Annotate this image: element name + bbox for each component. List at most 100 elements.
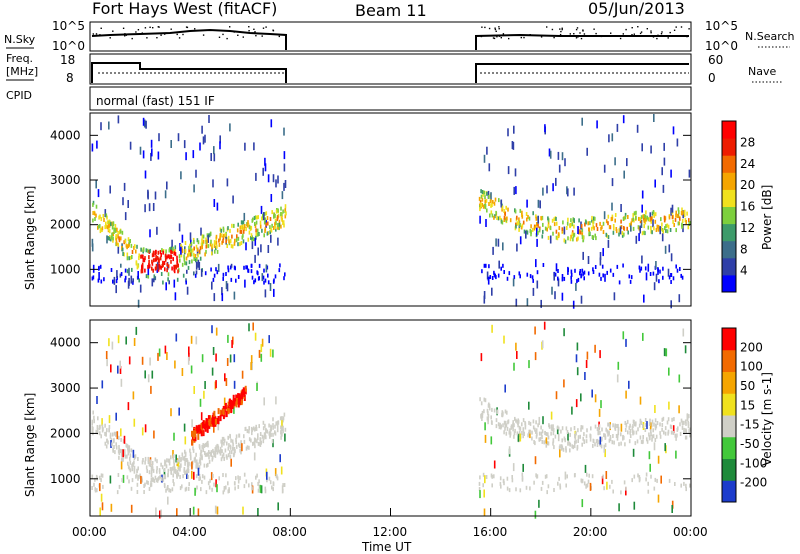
heatmap-cell xyxy=(529,486,531,491)
noise-point xyxy=(610,32,612,34)
heatmap-cell xyxy=(136,468,138,473)
noise-panel: N.Sky 10^5 10^0 10^5 10^0 N.Search xyxy=(4,19,795,53)
heatmap-cell xyxy=(579,269,582,273)
heatmap-cell xyxy=(650,216,652,221)
heatmap-cell xyxy=(167,264,170,269)
heatmap-cell xyxy=(628,425,631,430)
heatmap-cell xyxy=(650,145,652,154)
heatmap-cell xyxy=(115,241,118,246)
heatmap-cell xyxy=(616,433,619,438)
heatmap-cell xyxy=(237,475,239,480)
heatmap-cell xyxy=(189,243,191,248)
heatmap-cell xyxy=(495,275,497,280)
heatmap-cell xyxy=(585,360,588,368)
noise-point xyxy=(194,28,196,30)
colorbar-swatch xyxy=(722,121,736,139)
heatmap-cell xyxy=(196,459,198,464)
heatmap-cell xyxy=(152,250,155,255)
heatmap-cell xyxy=(587,479,590,484)
colorbar-tick-label: -100 xyxy=(740,456,767,470)
heatmap-cell xyxy=(646,439,649,444)
heatmap-cell xyxy=(653,114,655,122)
heatmap-cell xyxy=(280,435,282,440)
heatmap-cell xyxy=(99,214,101,219)
heatmap-cell xyxy=(566,430,569,434)
heatmap-cell xyxy=(618,442,620,447)
heatmap-cell xyxy=(191,434,194,441)
heatmap-cell xyxy=(651,216,653,221)
heatmap-cell xyxy=(577,428,579,433)
heatmap-cell xyxy=(170,470,173,475)
heatmap-cell xyxy=(629,434,632,438)
heatmap-cell xyxy=(525,485,528,490)
heatmap-cell xyxy=(163,482,166,487)
heatmap-cell xyxy=(156,226,158,235)
heatmap-cell xyxy=(274,424,276,429)
heatmap-cell xyxy=(273,288,275,297)
heatmap-cell xyxy=(176,263,179,268)
heatmap-cell xyxy=(535,216,538,221)
heatmap-cell xyxy=(225,281,228,289)
heatmap-cell xyxy=(227,453,230,458)
heatmap-cell xyxy=(680,273,682,278)
heatmap-cell xyxy=(591,474,594,479)
heatmap-cell xyxy=(564,471,567,480)
colorbar-tick-label: 100 xyxy=(740,360,763,374)
heatmap-cell xyxy=(195,169,197,178)
heatmap-cell xyxy=(259,224,262,229)
noise-point xyxy=(158,26,160,28)
heatmap-cell xyxy=(173,469,175,474)
heatmap-cell xyxy=(546,441,549,446)
heatmap-cell xyxy=(213,199,216,207)
heatmap-cell xyxy=(484,205,487,210)
heatmap-cell xyxy=(575,399,578,408)
heatmap-cell xyxy=(91,276,94,281)
heatmap-cell xyxy=(518,425,521,430)
heatmap-cell xyxy=(612,272,615,277)
heatmap-cell xyxy=(550,426,553,431)
heatmap-cell xyxy=(600,226,602,231)
colorbar-tick-label: 4 xyxy=(740,264,748,278)
heatmap-cell xyxy=(544,124,546,133)
heatmap-cell xyxy=(171,250,173,254)
heatmap-cell xyxy=(630,275,633,280)
heatmap-cell xyxy=(237,393,240,400)
heatmap-cell xyxy=(605,427,607,432)
heatmap-cell xyxy=(603,486,605,491)
heatmap-cell xyxy=(225,411,228,418)
heatmap-cell xyxy=(683,420,685,425)
heatmap-cell xyxy=(571,222,574,227)
heatmap-cell xyxy=(678,294,681,303)
heatmap-cell xyxy=(592,270,595,274)
heatmap-cell xyxy=(616,264,619,269)
heatmap-cell xyxy=(586,351,589,360)
heatmap-cell xyxy=(511,478,514,483)
heatmap-cell xyxy=(537,223,539,228)
heatmap-cell xyxy=(653,226,655,231)
heatmap-cell xyxy=(147,248,149,253)
heatmap-cell xyxy=(211,367,214,376)
heatmap-cell xyxy=(666,420,669,425)
heatmap-cell xyxy=(615,434,618,438)
heatmap-cell xyxy=(151,461,154,465)
heatmap-cell xyxy=(583,481,586,486)
heatmap-cell xyxy=(159,250,162,255)
noise-panel-frame xyxy=(89,21,692,52)
heatmap-cell xyxy=(627,430,629,435)
heatmap-cell xyxy=(532,278,534,283)
heatmap-cell xyxy=(221,440,224,445)
heatmap-cell xyxy=(108,428,110,433)
heatmap-cell xyxy=(165,464,168,469)
noise-point xyxy=(502,33,505,35)
heatmap-cell xyxy=(257,441,260,446)
heatmap-cell xyxy=(221,240,223,245)
heatmap-cell xyxy=(221,454,224,459)
heatmap-cell xyxy=(566,186,568,195)
heatmap-cell xyxy=(273,212,275,217)
heatmap-cell xyxy=(270,234,272,243)
heatmap-cell xyxy=(180,243,182,248)
heatmap-cell xyxy=(512,424,514,429)
heatmap-cell xyxy=(624,428,627,432)
heatmap-cell xyxy=(577,236,579,241)
heatmap-cell xyxy=(111,442,113,447)
